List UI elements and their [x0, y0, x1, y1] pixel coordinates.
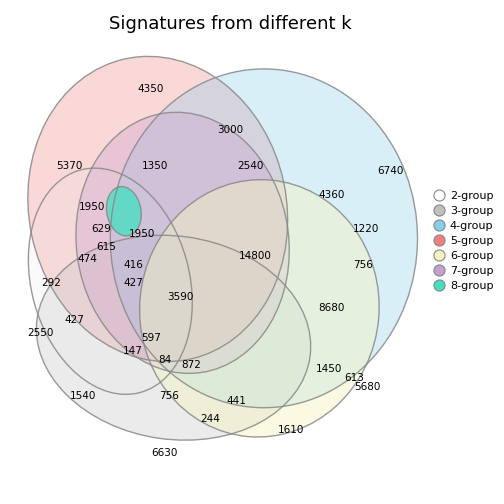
Text: 597: 597 — [141, 333, 161, 343]
Text: 2550: 2550 — [27, 328, 53, 338]
Text: 6740: 6740 — [377, 166, 404, 175]
Text: 2540: 2540 — [237, 161, 264, 171]
Text: 4350: 4350 — [138, 84, 164, 94]
Text: 872: 872 — [181, 360, 202, 370]
Text: 244: 244 — [200, 414, 220, 424]
Text: 5680: 5680 — [355, 383, 381, 393]
Ellipse shape — [106, 186, 141, 236]
Text: 1540: 1540 — [70, 392, 96, 401]
Ellipse shape — [76, 112, 289, 373]
Ellipse shape — [28, 168, 193, 394]
Text: 416: 416 — [123, 261, 143, 271]
Text: 3590: 3590 — [167, 292, 194, 302]
Text: 147: 147 — [123, 346, 143, 356]
Text: 615: 615 — [96, 242, 116, 253]
Text: 427: 427 — [64, 314, 84, 325]
Text: 613: 613 — [344, 373, 364, 384]
Text: 441: 441 — [227, 396, 247, 406]
Text: 427: 427 — [123, 279, 143, 288]
Text: 1220: 1220 — [352, 224, 379, 234]
Text: 1610: 1610 — [278, 425, 304, 435]
Text: 14800: 14800 — [238, 251, 271, 262]
Ellipse shape — [36, 235, 310, 440]
Text: 6630: 6630 — [151, 448, 178, 458]
Title: Signatures from different k: Signatures from different k — [109, 15, 351, 33]
Ellipse shape — [110, 69, 417, 408]
Text: 1950: 1950 — [129, 229, 155, 239]
Ellipse shape — [28, 56, 288, 361]
Text: 756: 756 — [353, 261, 373, 271]
Legend: 2-group, 3-group, 4-group, 5-group, 6-group, 7-group, 8-group: 2-group, 3-group, 4-group, 5-group, 6-gr… — [430, 187, 496, 294]
Text: 292: 292 — [42, 279, 61, 288]
Text: 3000: 3000 — [217, 125, 243, 135]
Text: 8680: 8680 — [319, 303, 345, 313]
Text: 756: 756 — [159, 392, 179, 401]
Text: 84: 84 — [158, 355, 171, 365]
Ellipse shape — [140, 179, 379, 437]
Text: 474: 474 — [78, 254, 98, 264]
Text: 1350: 1350 — [142, 161, 169, 171]
Text: 1950: 1950 — [79, 202, 105, 212]
Text: 5370: 5370 — [56, 161, 83, 171]
Text: 4360: 4360 — [319, 191, 345, 201]
Text: 629: 629 — [91, 224, 111, 234]
Text: 1450: 1450 — [316, 364, 343, 374]
